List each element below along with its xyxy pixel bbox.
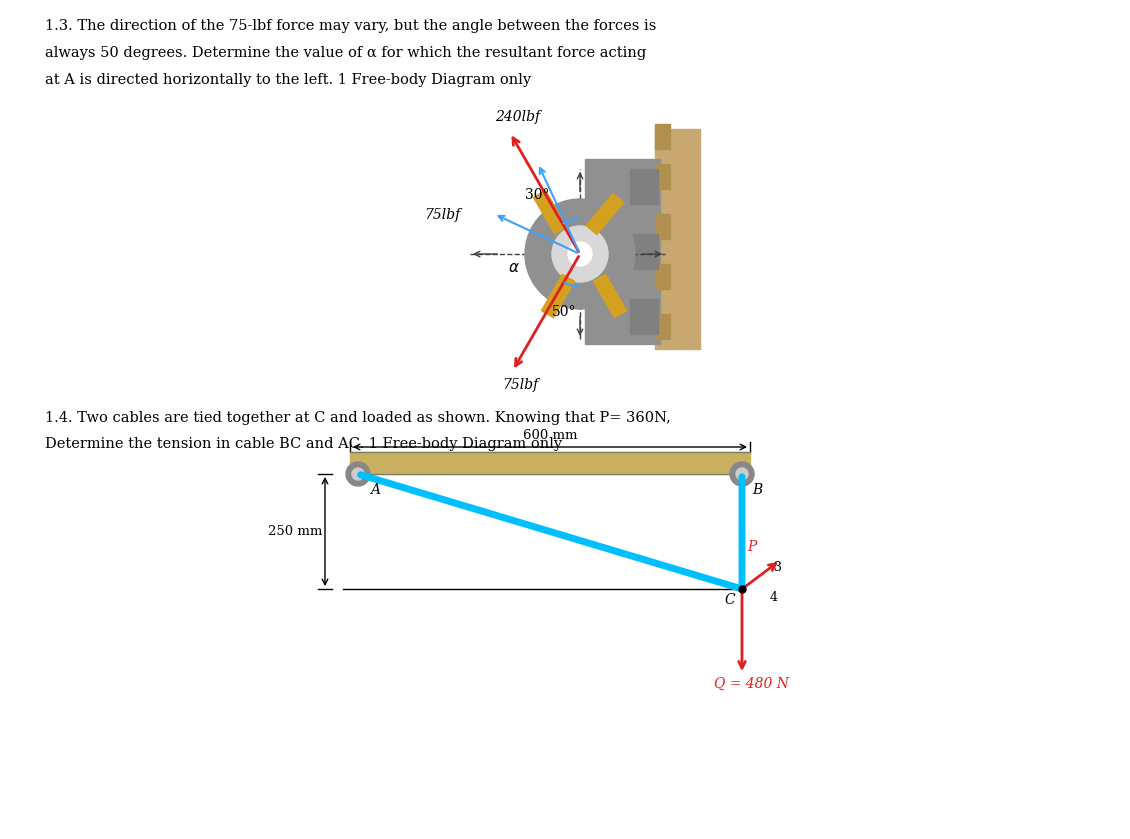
Text: C: C bbox=[724, 593, 734, 607]
Text: 600 mm: 600 mm bbox=[523, 429, 577, 442]
Text: $\alpha$: $\alpha$ bbox=[508, 261, 520, 275]
Text: 250 mm: 250 mm bbox=[268, 525, 322, 538]
Circle shape bbox=[346, 462, 370, 486]
Bar bbox=[631, 234, 658, 269]
Circle shape bbox=[551, 226, 608, 282]
Bar bbox=[655, 124, 670, 149]
FancyBboxPatch shape bbox=[586, 194, 624, 235]
Bar bbox=[631, 169, 658, 204]
FancyBboxPatch shape bbox=[585, 159, 660, 344]
Bar bbox=[655, 164, 670, 189]
Text: at A is directed horizontally to the left. 1 Free-body Diagram only: at A is directed horizontally to the lef… bbox=[45, 73, 531, 87]
Bar bbox=[655, 129, 699, 349]
Circle shape bbox=[353, 468, 364, 480]
Bar bbox=[655, 214, 670, 239]
FancyBboxPatch shape bbox=[541, 274, 574, 318]
Circle shape bbox=[568, 242, 592, 266]
Bar bbox=[655, 314, 670, 339]
Text: 1.3. The direction of the 75-lbf force may vary, but the angle between the force: 1.3. The direction of the 75-lbf force m… bbox=[45, 19, 657, 33]
Text: B: B bbox=[751, 483, 763, 497]
FancyBboxPatch shape bbox=[593, 274, 626, 318]
Text: A: A bbox=[370, 483, 380, 497]
Text: 50°: 50° bbox=[551, 305, 576, 319]
Text: 1.4. Two cables are tied together at C and loaded as shown. Knowing that P= 360N: 1.4. Two cables are tied together at C a… bbox=[45, 411, 671, 425]
Text: 240lbf: 240lbf bbox=[495, 110, 540, 124]
Text: 3: 3 bbox=[774, 561, 782, 574]
FancyBboxPatch shape bbox=[533, 190, 566, 234]
Bar bbox=[655, 264, 670, 289]
Circle shape bbox=[525, 199, 635, 309]
Text: P: P bbox=[747, 540, 756, 554]
Text: 30°: 30° bbox=[525, 188, 549, 202]
Circle shape bbox=[730, 462, 754, 486]
Text: Q = 480 N: Q = 480 N bbox=[714, 677, 789, 691]
Text: Determine the tension in cable BC and AC. 1 Free-body Diagram only: Determine the tension in cable BC and AC… bbox=[45, 437, 562, 451]
Text: always 50 degrees. Determine the value of α for which the resultant force acting: always 50 degrees. Determine the value o… bbox=[45, 46, 646, 60]
Text: 75lbf: 75lbf bbox=[424, 208, 460, 221]
Text: 4: 4 bbox=[770, 591, 777, 604]
Circle shape bbox=[736, 468, 748, 480]
Bar bbox=[350, 452, 750, 474]
Text: 75lbf: 75lbf bbox=[503, 378, 539, 392]
Bar bbox=[631, 299, 658, 334]
